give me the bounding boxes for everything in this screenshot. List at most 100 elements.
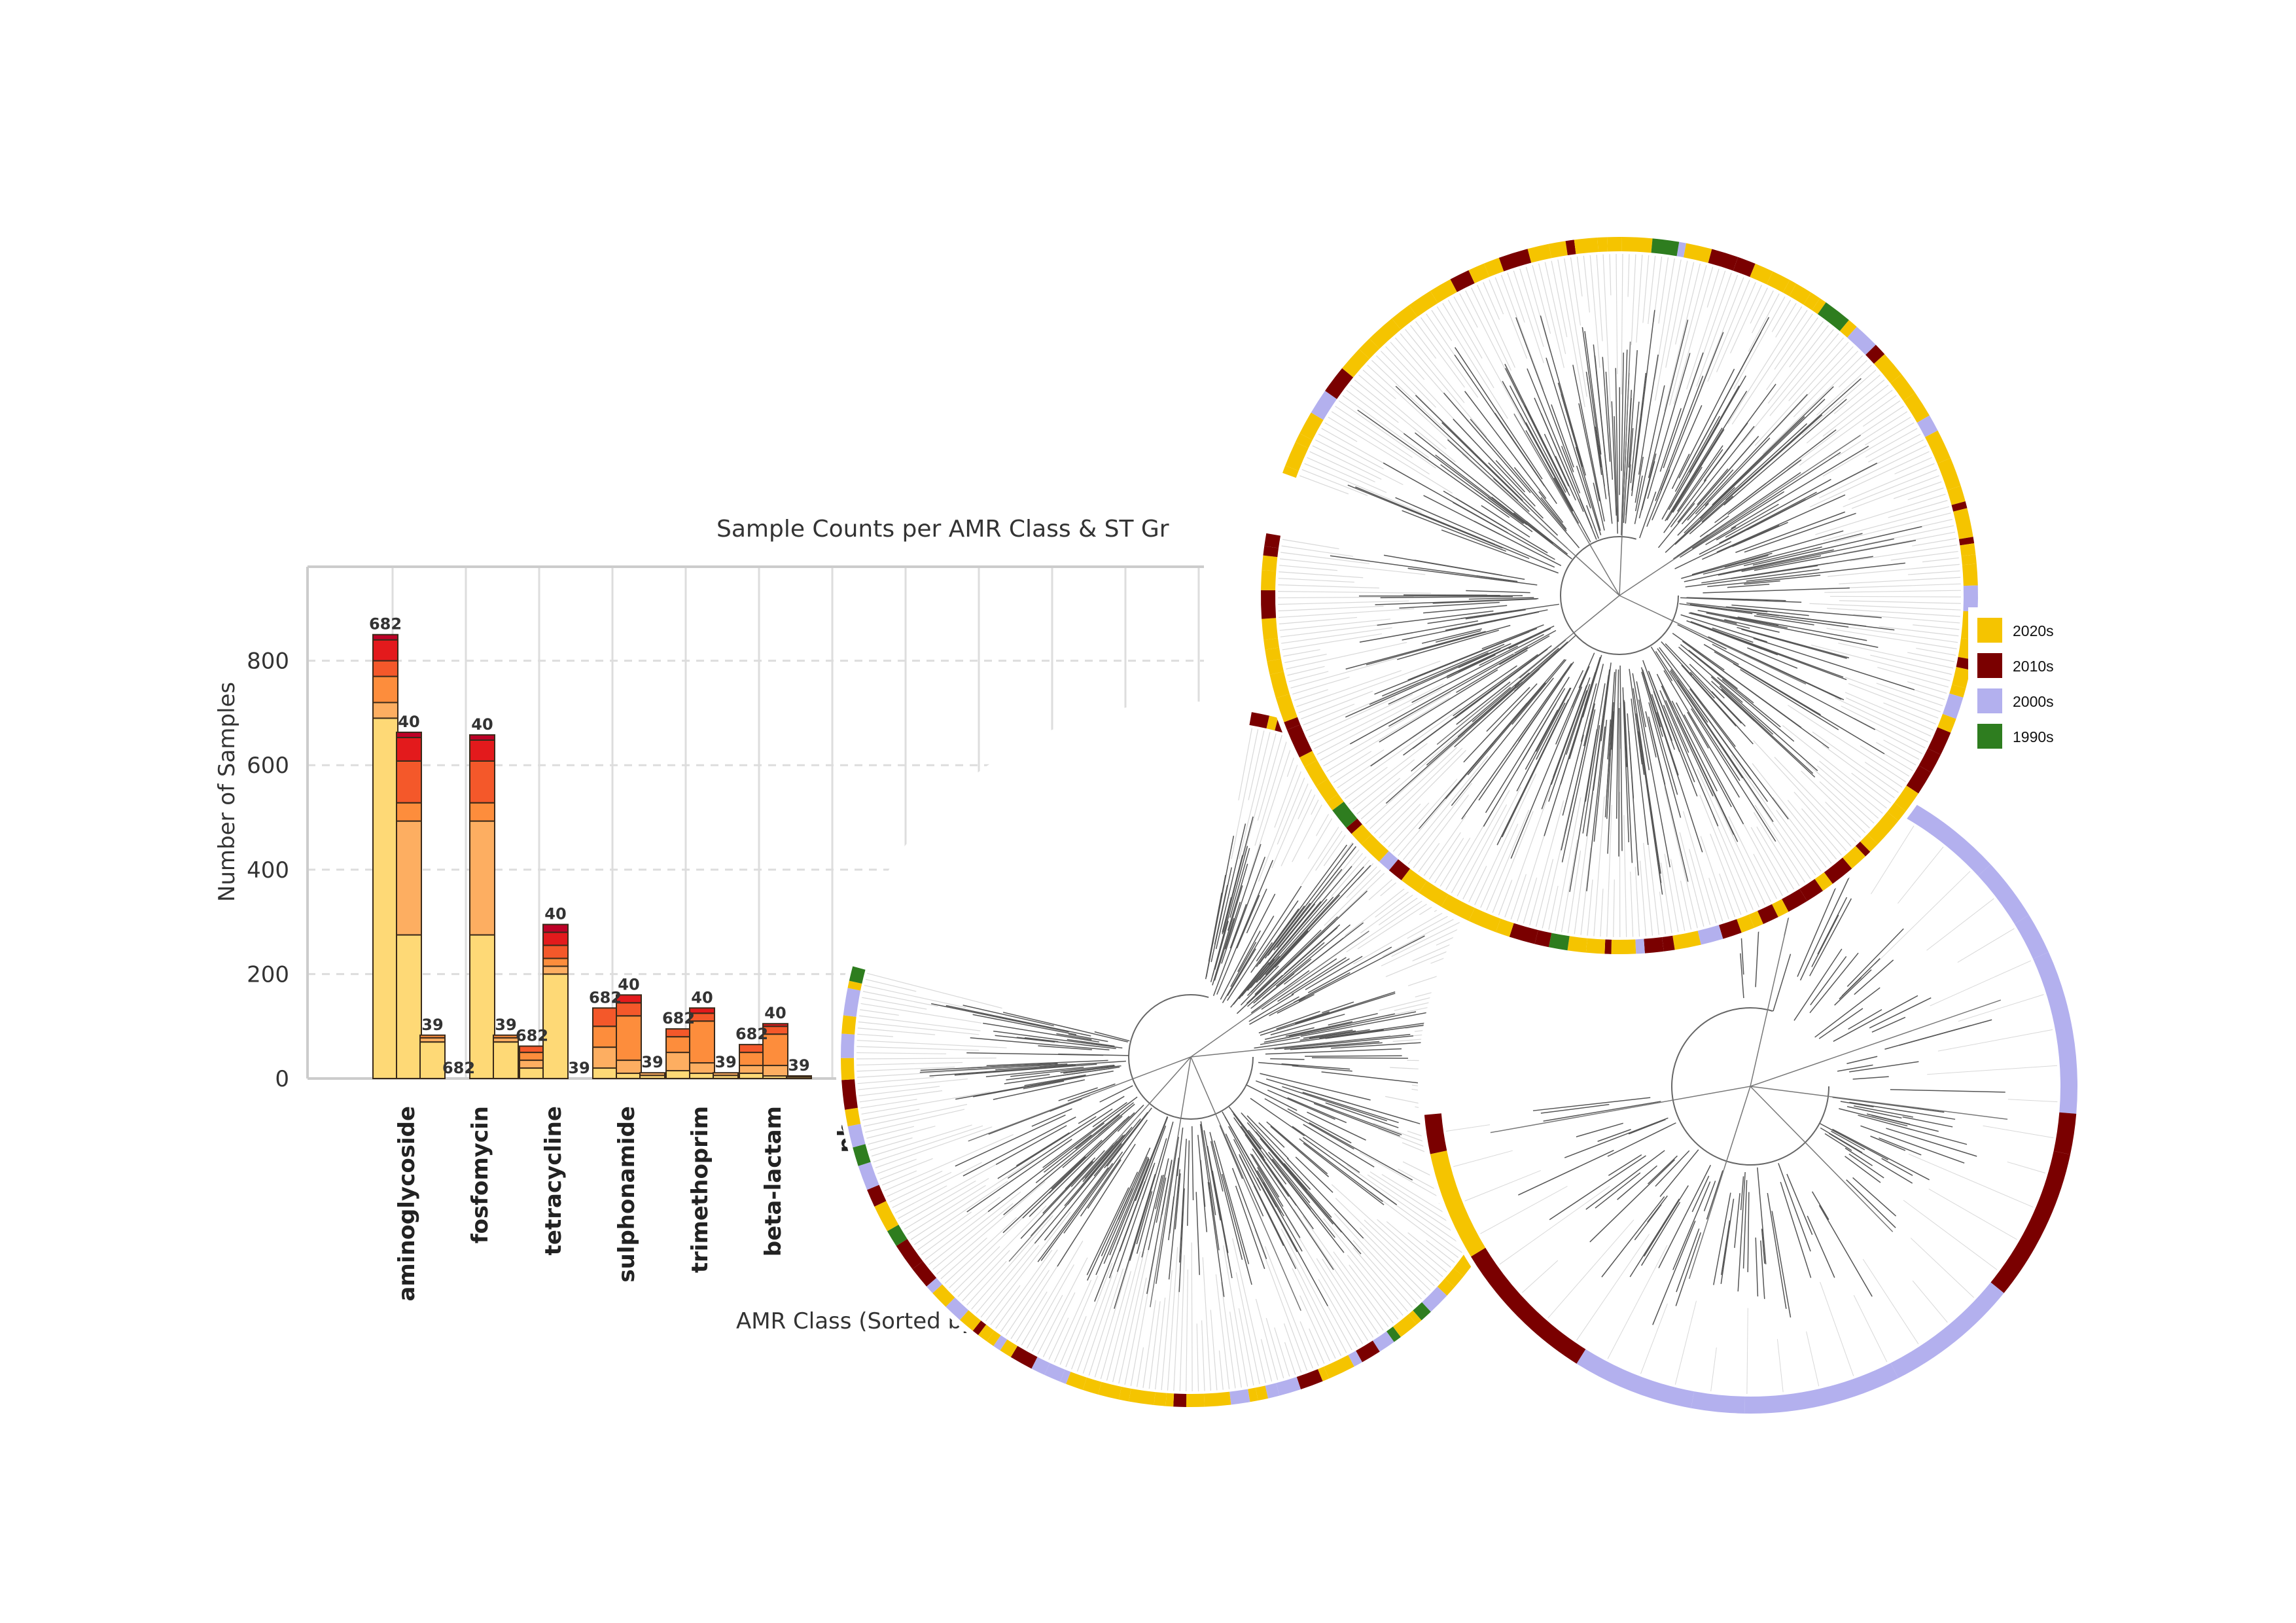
branch — [1727, 583, 1770, 588]
branch — [1600, 662, 1612, 741]
tip-line — [1264, 1246, 1313, 1369]
tip-line — [1381, 350, 1436, 408]
tip-line — [1260, 1339, 1273, 1382]
branch — [1252, 1148, 1334, 1270]
branch — [1513, 467, 1567, 531]
tip-line — [1513, 270, 1544, 364]
tip-line — [1254, 736, 1288, 846]
branch — [1714, 651, 1821, 715]
branch — [1058, 1053, 1129, 1056]
branch — [1846, 1179, 1896, 1228]
legend-label: 2010s — [2013, 658, 2054, 675]
branch — [963, 1116, 1076, 1177]
branch — [1048, 1067, 1114, 1079]
tip-line — [1296, 670, 1402, 707]
ring-segment — [1621, 237, 1653, 253]
ring-segment — [1000, 1339, 1018, 1357]
branch — [1205, 835, 1235, 978]
branch — [1285, 1021, 1353, 1037]
ring-segment — [1483, 257, 1504, 277]
branch — [1725, 378, 1862, 501]
tip-line — [1845, 677, 1941, 713]
branch — [1421, 628, 1482, 644]
branch — [1208, 892, 1222, 962]
ring-segment — [1662, 935, 1675, 952]
tip-line — [1352, 1240, 1413, 1308]
ring-segment — [1261, 570, 1277, 591]
ring-segment — [1263, 546, 1279, 558]
branch — [1663, 670, 1740, 798]
branch — [1818, 1205, 1873, 1297]
branch — [1672, 1181, 1711, 1270]
branch — [1227, 863, 1248, 931]
tip-line — [1322, 1258, 1374, 1338]
branch — [1628, 350, 1638, 468]
tip-line — [1697, 768, 1760, 908]
branch — [1595, 426, 1602, 468]
branch — [1661, 641, 1693, 676]
bar-segment — [592, 1067, 618, 1079]
branch — [1634, 385, 1665, 524]
tip-line — [1407, 1232, 1451, 1268]
tip-line — [1434, 838, 1464, 883]
branch — [1655, 651, 1740, 781]
branch — [1512, 663, 1572, 747]
branch — [1268, 866, 1352, 965]
tip-line — [1908, 1153, 2034, 1208]
ring-segment — [1803, 292, 1820, 310]
tip-line — [1589, 255, 1600, 368]
branch — [1156, 1177, 1167, 1223]
branch — [1399, 601, 1500, 609]
ring-segment — [1468, 908, 1501, 933]
tip-line — [1279, 565, 1338, 571]
tip-line — [879, 1158, 933, 1180]
branch — [1668, 375, 1746, 510]
tip-line — [1922, 557, 1959, 563]
branch — [1845, 1147, 1873, 1166]
branch — [1276, 1011, 1330, 1030]
bar-count-label: 39 — [568, 1059, 590, 1077]
tip-line — [1862, 1258, 1919, 1344]
tip-line — [1305, 682, 1419, 732]
ring-segment — [1860, 834, 1878, 852]
ring-segment — [1286, 724, 1313, 758]
tip-line — [976, 1235, 1042, 1314]
branch — [1629, 1198, 1680, 1277]
branch — [1691, 530, 1844, 575]
tip-line — [1843, 531, 1956, 554]
ring-segment — [1379, 851, 1398, 870]
branch — [1839, 1108, 1908, 1127]
tip-line — [1504, 790, 1551, 918]
branch — [1287, 1108, 1352, 1144]
branch — [1771, 1211, 1792, 1318]
branch — [1407, 567, 1538, 586]
branch — [1414, 432, 1563, 550]
y-tick-label: 600 — [247, 753, 289, 779]
tip-line — [1864, 416, 1911, 446]
tip-line — [1415, 321, 1465, 388]
bar-segment — [372, 660, 398, 677]
branch — [1581, 327, 1607, 499]
branch — [1647, 1195, 1668, 1222]
tip-line — [857, 1033, 894, 1037]
bar-segment — [396, 736, 422, 762]
ring-segment — [987, 1330, 1001, 1346]
ring-segment — [912, 1261, 937, 1287]
bar-count-label: 39 — [421, 1016, 443, 1034]
tip-line — [1386, 1221, 1447, 1273]
tip-line — [1819, 760, 1883, 814]
branch — [1237, 930, 1261, 972]
branch — [1003, 1126, 1109, 1216]
branch — [1607, 669, 1617, 854]
branch — [1846, 928, 1904, 988]
tip-line — [1076, 1275, 1113, 1372]
tip-line — [1519, 268, 1544, 348]
tip-line — [1689, 849, 1711, 925]
tip-line — [1809, 451, 1930, 508]
ring-segment — [874, 1201, 899, 1232]
branch — [1676, 680, 1761, 804]
tip-line — [1112, 1252, 1144, 1383]
branch — [1176, 1127, 1184, 1177]
branch — [1141, 1175, 1163, 1258]
tip-line — [1580, 847, 1591, 935]
